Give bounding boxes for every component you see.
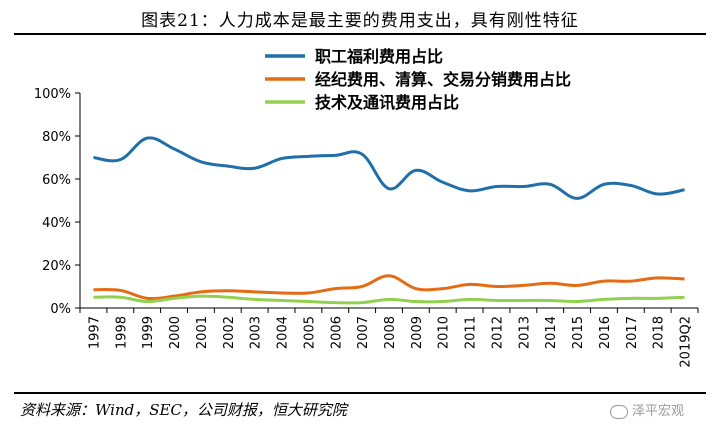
y-tick-label: 80% xyxy=(42,130,71,145)
legend-label: 技术及通讯费用占比 xyxy=(315,93,459,112)
top-rule xyxy=(14,33,706,35)
x-tick-label: 1997 xyxy=(87,316,102,349)
legend-label: 职工福利费用占比 xyxy=(315,47,443,66)
x-tick-label: 2013 xyxy=(517,316,532,349)
x-tick-label: 1999 xyxy=(141,316,156,349)
x-tick-label: 2011 xyxy=(464,316,479,349)
x-tick-label: 1998 xyxy=(114,316,129,349)
x-tick-label: 2012 xyxy=(490,316,505,349)
x-tick-label: 2016 xyxy=(598,316,613,349)
x-tick-label: 2018 xyxy=(652,316,667,349)
x-tick-label: 2003 xyxy=(249,316,264,349)
x-tick-label: 2009 xyxy=(410,316,425,349)
x-tick-label: 2008 xyxy=(383,316,398,349)
x-tick-label: 2004 xyxy=(276,316,291,349)
y-tick-label: 0% xyxy=(50,302,71,317)
chart-title: 图表21：人力成本是最主要的费用支出，具有刚性特征 xyxy=(141,11,579,31)
y-tick-label: 100% xyxy=(34,87,71,102)
x-tick-label: 2014 xyxy=(544,316,559,349)
x-tick-label: 2017 xyxy=(625,316,640,349)
x-tick-label: 2001 xyxy=(195,316,210,349)
bottom-rule xyxy=(14,392,706,394)
legend-label: 经纪费用、清算、交易分销费用占比 xyxy=(315,70,571,89)
watermark-text: 泽平宏观 xyxy=(632,404,685,419)
y-tick-label: 20% xyxy=(42,259,71,274)
x-tick-label: 2002 xyxy=(222,316,237,349)
x-tick-label: 2006 xyxy=(329,316,344,349)
x-tick-label: 2007 xyxy=(356,316,371,349)
source-note: 资料来源：Wind，SEC，公司财报，恒大研究院 xyxy=(20,401,347,419)
watermark: 泽平宏观 xyxy=(610,400,684,419)
x-tick-label: 2005 xyxy=(302,316,317,349)
x-tick-label: 2019Q2 xyxy=(679,316,694,368)
x-tick-label: 2000 xyxy=(168,316,183,349)
series-line xyxy=(93,136,685,200)
series-line xyxy=(93,274,685,301)
series-line xyxy=(93,294,685,305)
wechat-icon xyxy=(610,404,628,419)
y-tick-label: 60% xyxy=(42,173,71,188)
x-tick-label: 2015 xyxy=(571,316,586,349)
y-tick-label: 40% xyxy=(42,216,71,231)
x-tick-label: 2010 xyxy=(437,316,452,349)
